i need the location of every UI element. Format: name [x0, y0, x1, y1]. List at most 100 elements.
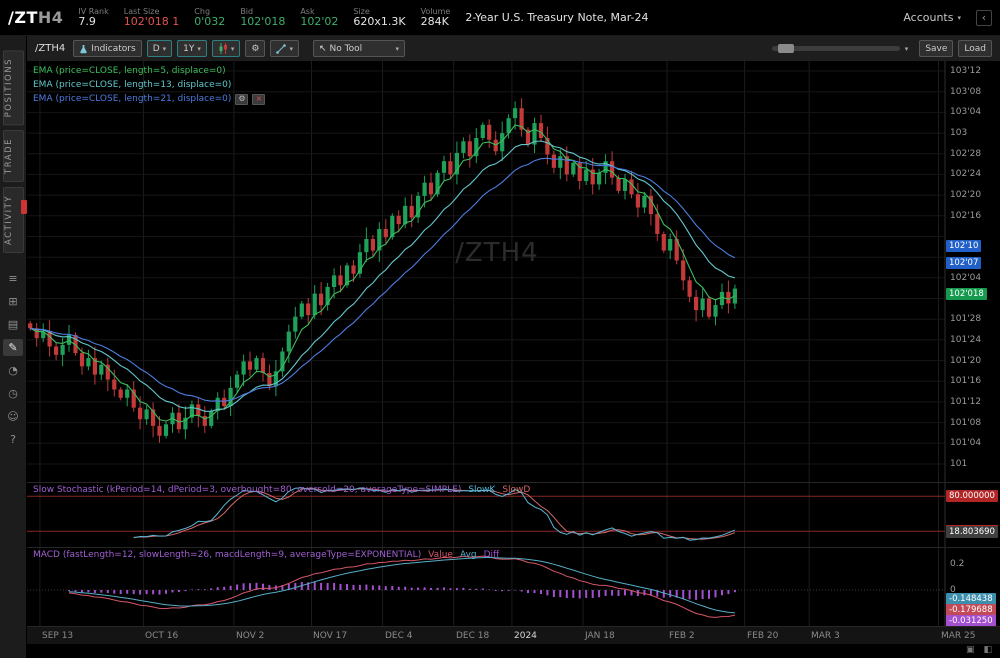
sidebar-icons: ≡ ⊞ ▤ ✎ ◔ ◷ ☺?	[3, 270, 23, 448]
chart-settings-button[interactable]: ⚙	[245, 40, 265, 57]
pie-icon[interactable]: ◔	[3, 362, 23, 379]
ema-study-label: EMA (price=CLOSE, length=21, displace=0)	[33, 92, 231, 106]
active-tool-dropdown[interactable]: ↖ No Tool ▾	[313, 40, 405, 57]
sidebar-tab-trade[interactable]: TRADE	[3, 130, 24, 182]
price-badge: 102'018	[946, 288, 987, 300]
time-label: JAN 18	[585, 631, 615, 641]
quote-stat-bid: Bid102'018	[240, 7, 285, 29]
list-icon[interactable]: ≡	[3, 270, 23, 287]
ema-study-label: EMA (price=CLOSE, length=13, displace=0)	[33, 78, 231, 92]
instrument-name: 2-Year U.S. Treasury Note, Mar-24	[465, 11, 648, 24]
time-label: DEC 18	[456, 631, 489, 641]
app-window: /ZTH4 IV Rank7.9Last Size102'018 1Chg0'0…	[0, 0, 1000, 658]
quote-stat-last-size: Last Size102'018 1	[124, 7, 180, 29]
price-tick: 102'16	[950, 211, 981, 221]
macd-panel: MACD (fastLength=12, slowLength=26, macd…	[27, 547, 1000, 626]
price-axis[interactable]: 103'12103'08103'04103102'28102'24102'201…	[945, 61, 1000, 482]
time-zoom-slider[interactable]	[772, 46, 900, 51]
rows-icon[interactable]: ▤	[3, 316, 23, 333]
study-title: MACD (fastLength=12, slowLength=26, macd…	[33, 550, 421, 560]
study-title: Slow Stochastic (kPeriod=14, dPeriod=3, …	[33, 485, 461, 495]
indicators-button[interactable]: Indicators	[73, 40, 141, 57]
stat-value: 7.9	[78, 16, 108, 29]
chart-style-dropdown[interactable]: ▾	[212, 40, 241, 57]
sidebar-tab-activity[interactable]: ACTIVITY	[3, 187, 24, 253]
cursor-icon: ↖	[319, 44, 327, 54]
chart-watermark: /ZTH4	[455, 238, 539, 268]
collapse-panel-button[interactable]: ‹	[976, 10, 992, 26]
stochastic-axis: 80.00000020.00000018.803690	[945, 483, 1000, 547]
symbol: /ZTH4	[8, 8, 63, 27]
clock-icon[interactable]: ◷	[3, 385, 23, 402]
stochastic-label-row: Slow Stochastic (kPeriod=14, dPeriod=3, …	[33, 485, 530, 495]
price-tick: 103'08	[950, 87, 981, 97]
chart-toolbar: /ZTH4 Indicators D ▾ 1Y ▾	[27, 36, 1000, 61]
chevron-down-icon: ▾	[957, 14, 961, 22]
symbol-root: /ZT	[8, 8, 38, 27]
chevron-left-icon: ‹	[982, 11, 986, 24]
main-area: POSITIONS TRADE ACTIVITY ≡ ⊞ ▤ ✎ ◔ ◷ ☺? /ZTH4 In…	[0, 36, 1000, 658]
save-button[interactable]: Save	[919, 40, 953, 57]
range-dropdown[interactable]: 1Y ▾	[177, 40, 207, 57]
macd-axis: 0.20-0.148438-0.179688-0.031250	[945, 548, 1000, 626]
time-axis[interactable]: SEP 13OCT 16NOV 2NOV 17DEC 4DEC 182024JA…	[27, 626, 1000, 644]
chevron-down-icon: ▾	[395, 45, 399, 53]
timeframe-value: D	[153, 44, 160, 54]
ema-label-row: EMA (price=CLOSE, length=13, displace=0)	[33, 78, 265, 92]
plot-label-slowd: SlowD	[502, 485, 530, 495]
price-chart-canvas[interactable]	[27, 61, 1000, 482]
price-tick: 101'08	[950, 418, 981, 428]
slider-handle[interactable]	[778, 44, 794, 53]
plot-label-value: Value	[428, 550, 453, 560]
ema-label-row: EMA (price=CLOSE, length=21, displace=0)…	[33, 92, 265, 106]
timeframe-dropdown[interactable]: D ▾	[147, 40, 172, 57]
gear-icon: ⚙	[251, 44, 259, 54]
ema-label-row: EMA (price=CLOSE, length=5, displace=0)	[33, 64, 265, 78]
quote-stat-ask: Ask102'02	[300, 7, 338, 29]
quote-stat-size: Size620x1.3K	[353, 7, 405, 29]
plot-label-avg: Avg	[460, 550, 477, 560]
chevron-down-icon: ▾	[231, 45, 235, 53]
time-label: NOV 2	[236, 631, 264, 641]
candlestick-icon	[218, 43, 228, 54]
chevron-down-icon: ▾	[197, 45, 201, 53]
quote-stats: IV Rank7.9Last Size102'018 1Chg0'032Bid1…	[78, 7, 450, 29]
maximize-icon[interactable]: ▣	[966, 645, 975, 655]
people-icon[interactable]: ☺	[3, 408, 23, 425]
range-value: 1Y	[183, 44, 194, 54]
price-tick: 101'04	[950, 438, 981, 448]
price-badge: 102'07	[946, 257, 981, 269]
stochastic-panel: Slow Stochastic (kPeriod=14, dPeriod=3, …	[27, 482, 1000, 547]
bottom-strip: ▣◧	[27, 644, 1000, 658]
price-tick: 101	[950, 459, 967, 469]
time-label: SEP 13	[42, 631, 73, 641]
help-icon[interactable]: ?	[3, 431, 23, 448]
price-tick: 103'04	[950, 107, 981, 117]
load-label: Load	[964, 44, 986, 54]
chevron-down-icon: ▾	[289, 45, 293, 53]
time-label: FEB 2	[669, 631, 695, 641]
indicators-label: Indicators	[91, 44, 135, 54]
ema-labels-overlay: EMA (price=CLOSE, length=5, displace=0)E…	[33, 64, 265, 106]
accounts-dropdown[interactable]: Accounts ▾	[903, 11, 961, 24]
sidebar-tab-positions[interactable]: POSITIONS	[3, 50, 24, 125]
study-remove-button[interactable]: ×	[252, 94, 265, 105]
axis-settings-caret[interactable]: ▾	[905, 45, 909, 53]
sidebar-tabs: POSITIONS TRADE ACTIVITY	[3, 50, 24, 253]
price-tick: 101'28	[950, 314, 981, 324]
stat-value: 102'018	[240, 16, 285, 29]
drawing-tools-dropdown[interactable]: ▾	[270, 40, 299, 57]
study-settings-button[interactable]: ⚙	[235, 94, 248, 105]
time-label: NOV 17	[313, 631, 347, 641]
load-button[interactable]: Load	[958, 40, 992, 57]
quote-stat-volume: Volume284K	[421, 7, 451, 29]
stat-value: 284K	[421, 16, 451, 29]
panel-toggle-icon[interactable]: ◧	[983, 645, 992, 655]
stochastic-badge: 80.000000	[946, 490, 998, 502]
price-tick: 101'20	[950, 356, 981, 366]
grid-icon[interactable]: ⊞	[3, 293, 23, 310]
price-tick: 101'16	[950, 376, 981, 386]
bottom-icons: ▣◧	[966, 645, 992, 655]
pencil-icon[interactable]: ✎	[3, 339, 23, 356]
time-label: 2024	[514, 631, 537, 641]
